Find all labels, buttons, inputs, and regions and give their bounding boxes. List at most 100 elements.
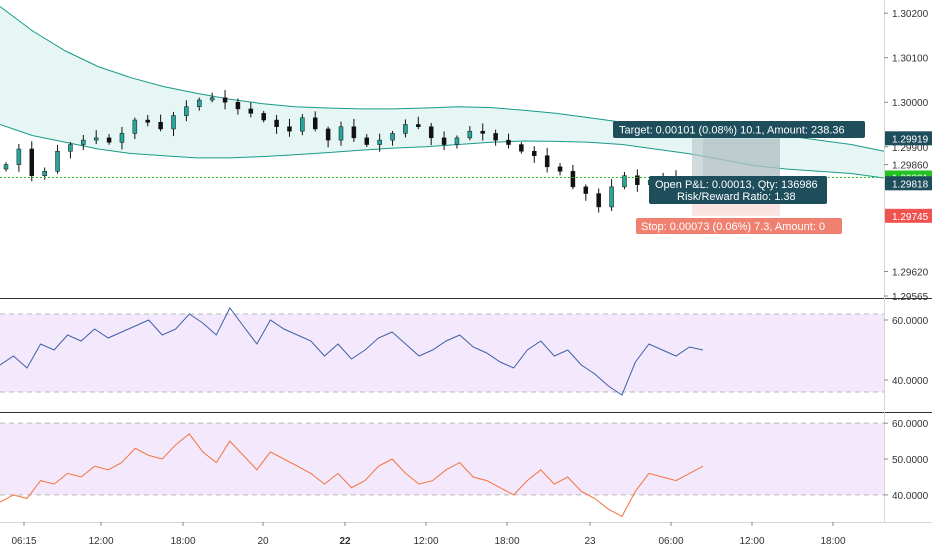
candle xyxy=(197,97,202,111)
candle xyxy=(171,111,176,137)
svg-text:40.0000: 40.0000 xyxy=(892,491,929,502)
open-label-box[interactable]: Open P&L: 0.00013, Qty: 136986 Risk/Rewa… xyxy=(649,176,827,204)
candle xyxy=(609,179,614,211)
svg-text:1.30100: 1.30100 xyxy=(892,54,929,65)
time-tick: 18:00 xyxy=(170,522,196,547)
indicator-tick: 40.0000 xyxy=(884,491,929,502)
candle xyxy=(622,171,627,190)
indicator-tick: 50.0000 xyxy=(884,455,929,466)
candle xyxy=(209,92,215,103)
candle xyxy=(55,144,60,174)
candle xyxy=(81,135,86,151)
target-label: Target: 0.00101 (0.08%) 10.1, Amount: 23… xyxy=(619,125,845,137)
price-badge: 1.29745 xyxy=(885,208,932,223)
candle xyxy=(596,188,601,213)
price-badge: 1.29919 xyxy=(885,131,932,146)
candle xyxy=(106,134,112,145)
svg-text:60.0000: 60.0000 xyxy=(892,316,929,327)
candle xyxy=(454,135,460,149)
svg-text:1.30200: 1.30200 xyxy=(892,9,929,20)
candle xyxy=(544,147,550,173)
oscillator-band xyxy=(0,423,884,495)
indicator-tick: 40.0000 xyxy=(884,376,929,387)
svg-text:18:00: 18:00 xyxy=(494,536,519,547)
rsi-pane[interactable] xyxy=(0,307,884,396)
svg-text:18:00: 18:00 xyxy=(820,536,845,547)
svg-text:18:00: 18:00 xyxy=(170,536,195,547)
time-tick: 12:00 xyxy=(413,522,439,547)
rsi-band xyxy=(0,314,884,392)
candle xyxy=(145,114,150,127)
indicator-tick: 60.0000 xyxy=(884,316,929,327)
candle xyxy=(635,169,640,192)
time-tick: 12:00 xyxy=(88,522,114,547)
svg-text:12:00: 12:00 xyxy=(413,536,438,547)
candle xyxy=(248,102,254,118)
price-tick: 1.30100 xyxy=(884,54,929,65)
stop-label-box[interactable]: Stop: 0.00073 (0.06%) 7.3, Amount: 0 xyxy=(636,218,842,234)
candle xyxy=(274,114,279,134)
candle xyxy=(480,123,485,141)
candle xyxy=(16,143,22,172)
time-tick: 18:00 xyxy=(820,522,846,547)
time-tick: 18:00 xyxy=(494,522,520,547)
svg-text:06:00: 06:00 xyxy=(658,536,683,547)
price-scale[interactable]: 1.30200 1.30100 1.30000 1.29900 1.29860 1.296… xyxy=(884,0,932,522)
candle xyxy=(132,117,138,140)
time-tick: 06:15 xyxy=(11,522,37,547)
target-zone-inner xyxy=(703,138,780,184)
candle xyxy=(261,110,266,123)
indicator-tick: 60.0000 xyxy=(884,419,929,430)
candle xyxy=(364,134,370,147)
price-pane[interactable]: Target: 0.00101 (0.08%) 10.1, Amount: 23… xyxy=(0,0,885,298)
svg-text:60.0000: 60.0000 xyxy=(892,419,929,430)
candle xyxy=(312,111,318,132)
svg-text:50.0000: 50.0000 xyxy=(892,455,929,466)
open-pnl-label: Open P&L: 0.00013, Qty: 136986 xyxy=(655,179,818,191)
candle xyxy=(351,118,357,142)
price-tick: 1.30200 xyxy=(884,9,929,20)
candle xyxy=(583,184,589,201)
candle xyxy=(158,114,163,132)
svg-text:06:15: 06:15 xyxy=(11,536,36,547)
time-tick: 06:00 xyxy=(658,522,684,547)
svg-text:1.29860: 1.29860 xyxy=(892,161,929,172)
oscillator-line xyxy=(0,433,704,518)
time-tick: 22 xyxy=(339,522,351,547)
candle xyxy=(467,126,473,141)
candle xyxy=(3,162,9,172)
price-badge: 1.29818 xyxy=(885,176,932,191)
candles xyxy=(3,90,679,213)
rsi-line xyxy=(0,307,704,396)
time-tick: 20 xyxy=(257,522,269,547)
svg-text:1.29818: 1.29818 xyxy=(892,179,929,190)
svg-text:1.29620: 1.29620 xyxy=(892,268,929,279)
candle xyxy=(325,126,331,148)
candle xyxy=(519,142,524,154)
price-tick: 1.29565 xyxy=(884,292,929,303)
svg-text:12:00: 12:00 xyxy=(739,536,764,547)
candle xyxy=(416,116,421,130)
candle xyxy=(428,122,434,146)
svg-text:12:00: 12:00 xyxy=(88,536,113,547)
price-tick: 1.29860 xyxy=(884,161,929,172)
candle xyxy=(441,131,447,151)
candle xyxy=(390,131,395,146)
svg-text:1.29919: 1.29919 xyxy=(892,134,929,145)
target-label-box[interactable]: Target: 0.00101 (0.08%) 10.1, Amount: 23… xyxy=(613,121,865,138)
candle xyxy=(403,119,408,138)
oscillator-pane[interactable] xyxy=(0,422,884,518)
candle xyxy=(506,133,511,149)
time-tick: 23 xyxy=(584,522,596,547)
long-position-tool[interactable]: Target: 0.00101 (0.08%) 10.1, Amount: 23… xyxy=(613,121,865,234)
stop-label: Stop: 0.00073 (0.06%) 7.3, Amount: 0 xyxy=(641,221,825,233)
svg-text:1.29900: 1.29900 xyxy=(892,143,929,154)
candle xyxy=(119,126,125,150)
time-axis[interactable]: 06:15 12:00 18:00 20 22 12:00 18:00 23 06:00 12:0… xyxy=(11,522,846,547)
svg-text:1.29745: 1.29745 xyxy=(892,212,929,223)
target-zone[interactable] xyxy=(692,138,780,184)
candle xyxy=(222,90,228,110)
candle xyxy=(184,100,189,122)
svg-text:20: 20 xyxy=(257,536,269,547)
